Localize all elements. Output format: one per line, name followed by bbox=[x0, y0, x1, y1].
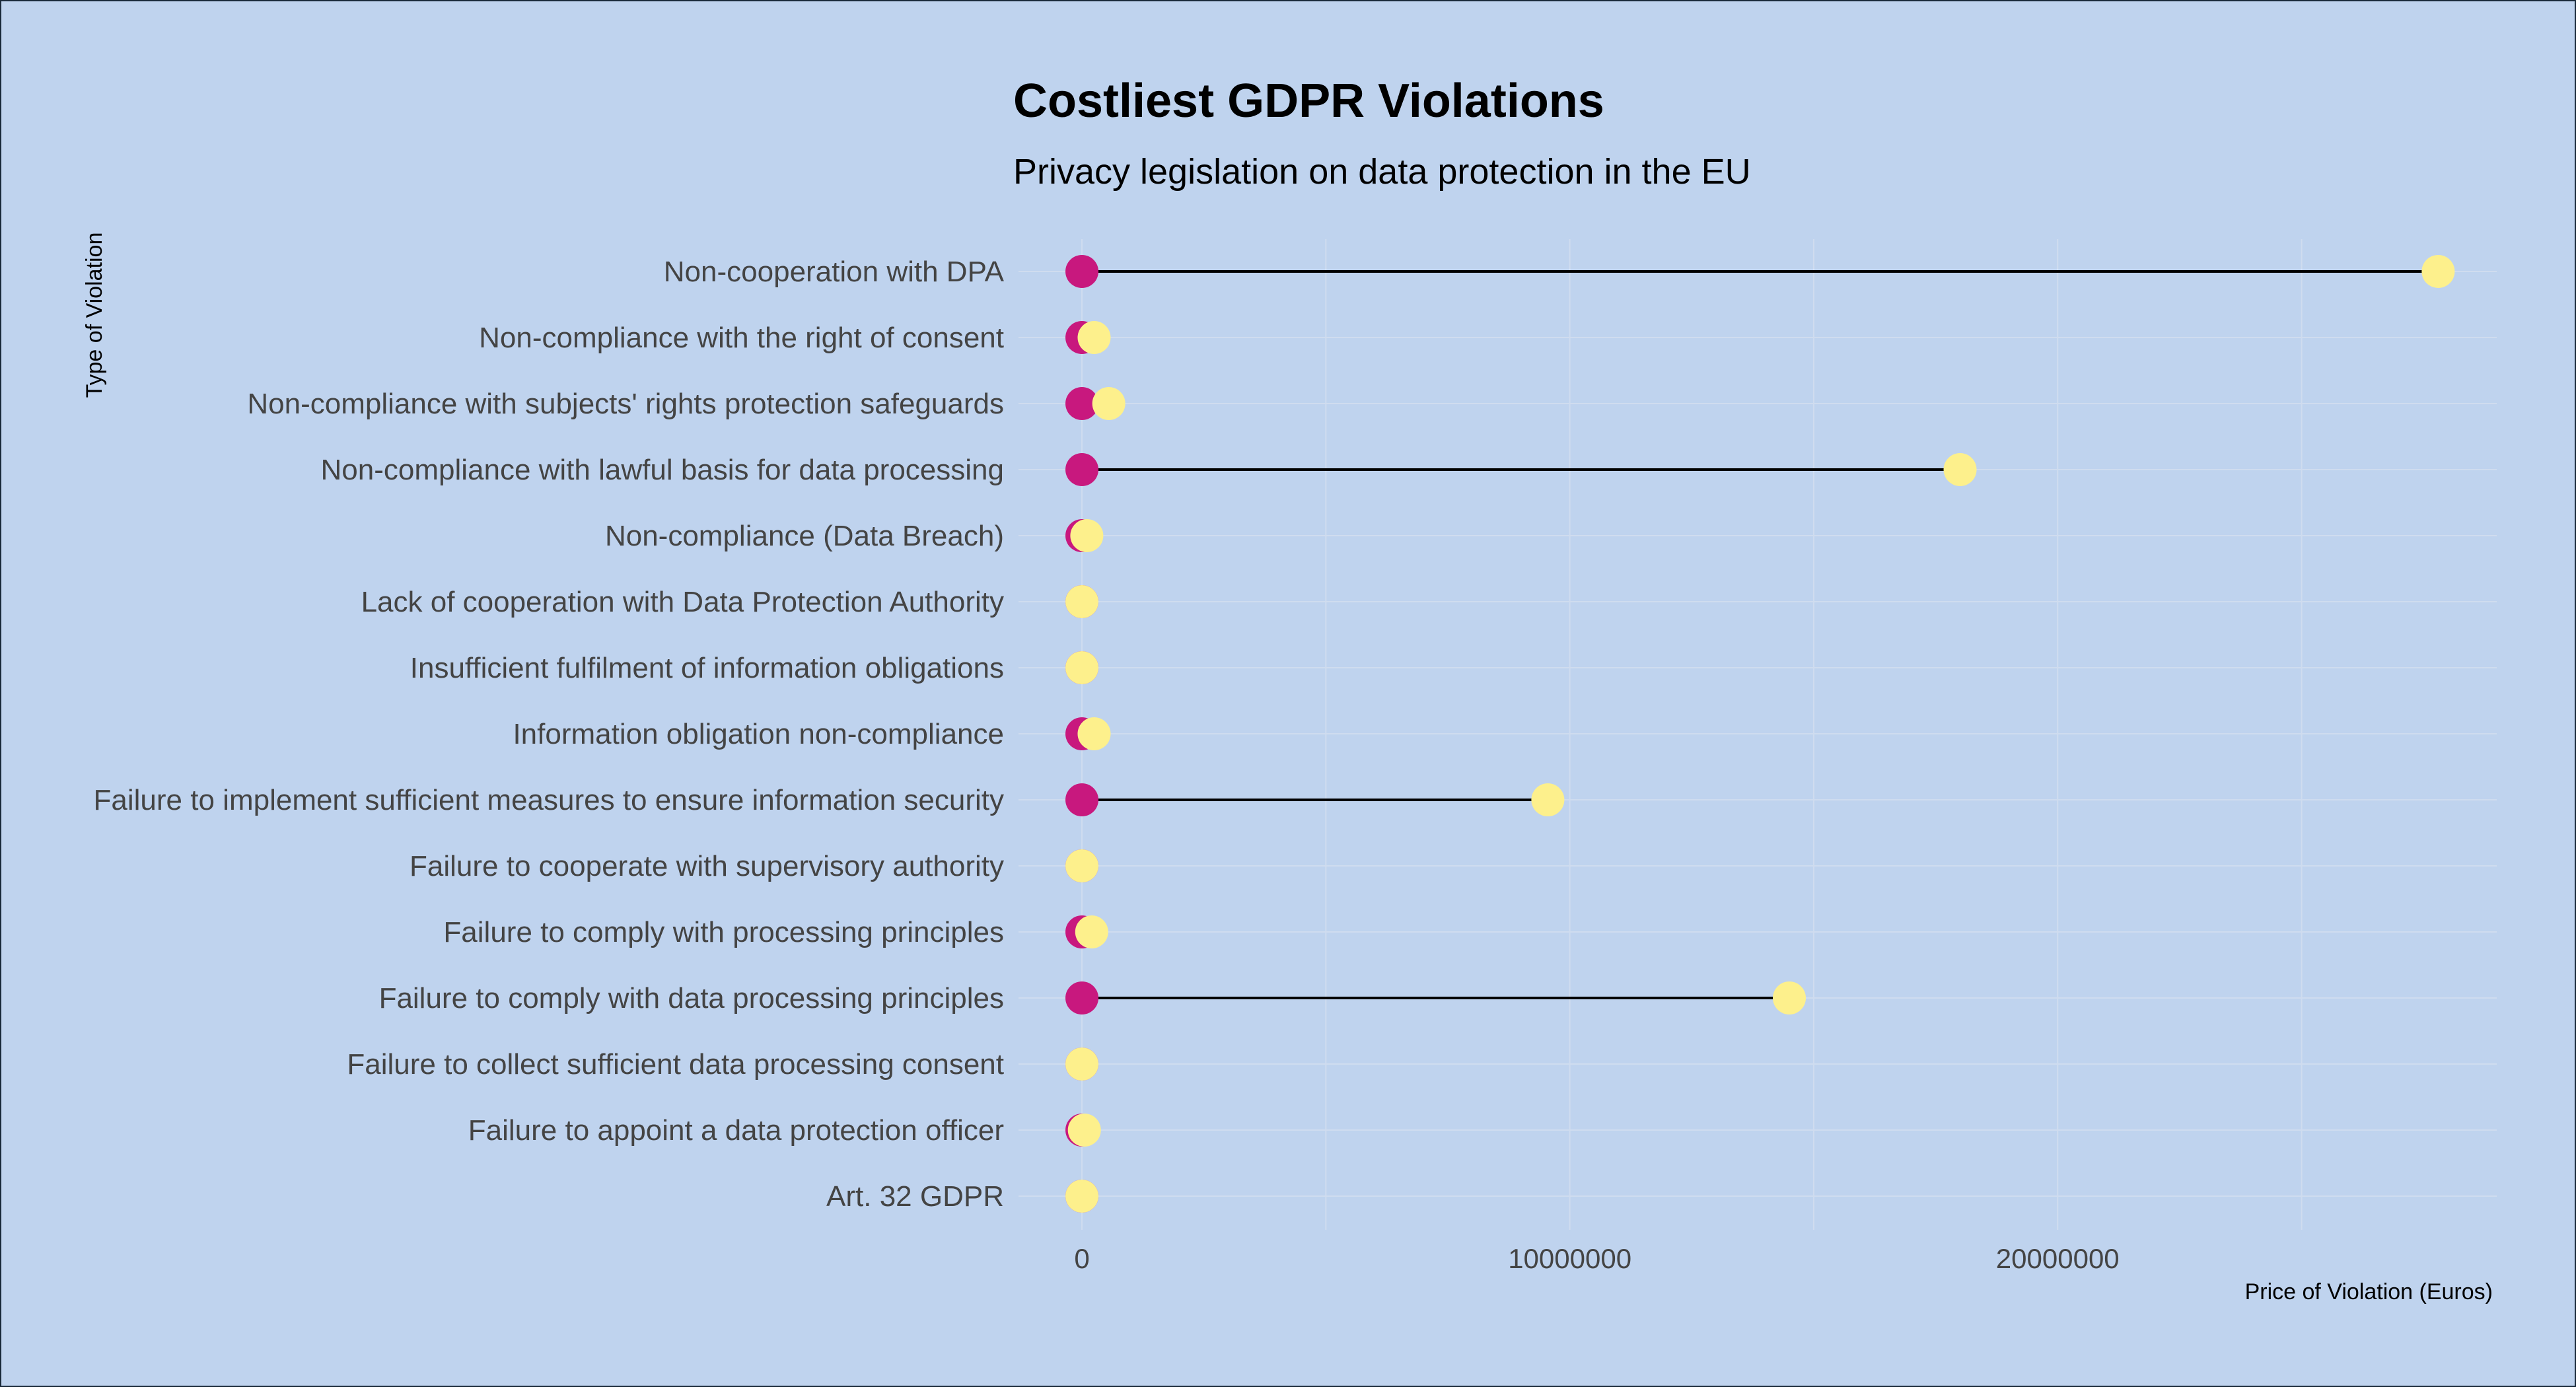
end-point bbox=[1067, 1114, 1101, 1147]
x-tick-label: 0 bbox=[1074, 1243, 1089, 1274]
y-tick-label: Insufficient fulfilment of information o… bbox=[410, 652, 1004, 684]
end-point bbox=[1943, 453, 1977, 486]
chart-subtitle: Privacy legislation on data protection i… bbox=[1013, 152, 1751, 192]
end-point bbox=[1077, 717, 1111, 750]
end-point bbox=[1092, 387, 1126, 420]
y-tick-label: Failure to appoint a data protection off… bbox=[468, 1114, 1004, 1147]
start-point bbox=[1065, 981, 1099, 1014]
end-point bbox=[1065, 849, 1099, 882]
y-tick-label: Failure to comply with processing princi… bbox=[443, 916, 1004, 948]
y-tick-label: Non-compliance with the right of consent bbox=[479, 322, 1004, 354]
start-point bbox=[1065, 453, 1099, 486]
start-point bbox=[1065, 783, 1099, 816]
end-point bbox=[1075, 915, 1108, 948]
x-tick-label: 10000000 bbox=[1508, 1243, 1631, 1274]
end-point bbox=[1065, 1048, 1099, 1081]
y-tick-label: Lack of cooperation with Data Protection… bbox=[361, 586, 1004, 618]
end-point bbox=[1077, 321, 1111, 354]
y-tick-label: Failure to cooperate with supervisory au… bbox=[410, 850, 1004, 882]
end-point bbox=[1065, 1180, 1099, 1213]
y-tick-label: Non-compliance with lawful basis for dat… bbox=[321, 454, 1005, 486]
start-point bbox=[1065, 255, 1099, 288]
x-axis-label: Price of Violation (Euros) bbox=[2245, 1279, 2493, 1304]
y-tick-label: Non-cooperation with DPA bbox=[664, 256, 1005, 288]
y-tick-layer: Non-cooperation with DPA Non-compliance w… bbox=[94, 256, 1005, 1213]
chart-title: Costliest GDPR Violations bbox=[1013, 75, 1604, 127]
grid-layer bbox=[1019, 239, 2497, 1230]
y-tick-label: Failure to collect sufficient data proce… bbox=[347, 1048, 1004, 1081]
y-axis-label: Type of Violation bbox=[82, 232, 107, 398]
y-tick-label: Failure to implement sufficient measures… bbox=[94, 784, 1004, 816]
end-point bbox=[2421, 255, 2455, 288]
y-tick-label: Non-compliance (Data Breach) bbox=[605, 520, 1004, 552]
end-point bbox=[1773, 981, 1807, 1014]
end-point bbox=[1531, 783, 1565, 816]
end-point bbox=[1065, 585, 1099, 618]
point-layer bbox=[1065, 255, 2455, 1213]
start-point bbox=[1065, 387, 1099, 420]
y-tick-label: Art. 32 GDPR bbox=[826, 1180, 1004, 1213]
end-point bbox=[1070, 519, 1104, 552]
y-tick-label: Information obligation non-compliance bbox=[513, 718, 1004, 750]
y-tick-label: Failure to comply with data processing p… bbox=[379, 982, 1004, 1014]
end-point bbox=[1065, 651, 1099, 684]
x-tick-layer: 0 10000000 20000000 bbox=[1074, 1243, 2119, 1274]
y-tick-label: Non-compliance with subjects' rights pro… bbox=[247, 388, 1004, 420]
x-tick-label: 20000000 bbox=[1996, 1243, 2120, 1274]
